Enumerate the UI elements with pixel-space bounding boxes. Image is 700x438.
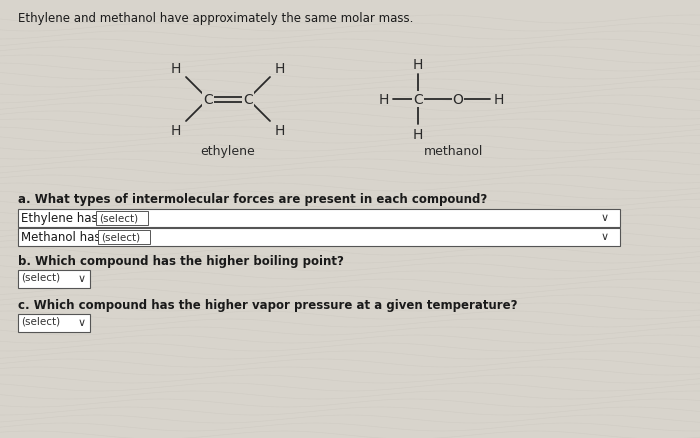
Text: (select): (select) [21, 272, 60, 283]
Text: O: O [453, 93, 463, 107]
Text: H: H [413, 58, 424, 72]
Text: C: C [243, 93, 253, 107]
Text: methanol: methanol [424, 145, 484, 158]
Text: a. What types of intermolecular forces are present in each compound?: a. What types of intermolecular forces a… [18, 193, 487, 205]
Text: Ethylene has: Ethylene has [21, 212, 97, 225]
Text: H: H [275, 124, 286, 138]
Text: H: H [379, 93, 389, 107]
Text: (select): (select) [21, 316, 60, 326]
Text: H: H [413, 128, 424, 141]
Text: C: C [203, 93, 213, 107]
Text: ∨: ∨ [601, 231, 609, 241]
Text: C: C [413, 93, 423, 107]
Text: (select): (select) [101, 232, 140, 242]
Text: (select): (select) [99, 213, 138, 223]
Bar [18, 270, 90, 288]
Text: ∨: ∨ [601, 212, 609, 223]
Bar [96, 212, 148, 226]
Text: Ethylene and methanol have approximately the same molar mass.: Ethylene and methanol have approximately… [18, 12, 414, 25]
Text: b. Which compound has the higher boiling point?: b. Which compound has the higher boiling… [18, 254, 344, 267]
Text: H: H [171, 62, 181, 76]
Text: H: H [275, 62, 286, 76]
Text: ∨: ∨ [78, 273, 86, 283]
Text: H: H [171, 124, 181, 138]
Text: c. Which compound has the higher vapor pressure at a given temperature?: c. Which compound has the higher vapor p… [18, 298, 517, 311]
Bar [18, 229, 620, 247]
Text: H: H [494, 93, 505, 107]
Text: ethylene: ethylene [201, 145, 256, 158]
Bar [18, 314, 90, 332]
Text: Methanol has: Methanol has [21, 230, 101, 244]
Bar [18, 209, 620, 227]
Bar [98, 230, 150, 244]
Text: ∨: ∨ [78, 317, 86, 327]
